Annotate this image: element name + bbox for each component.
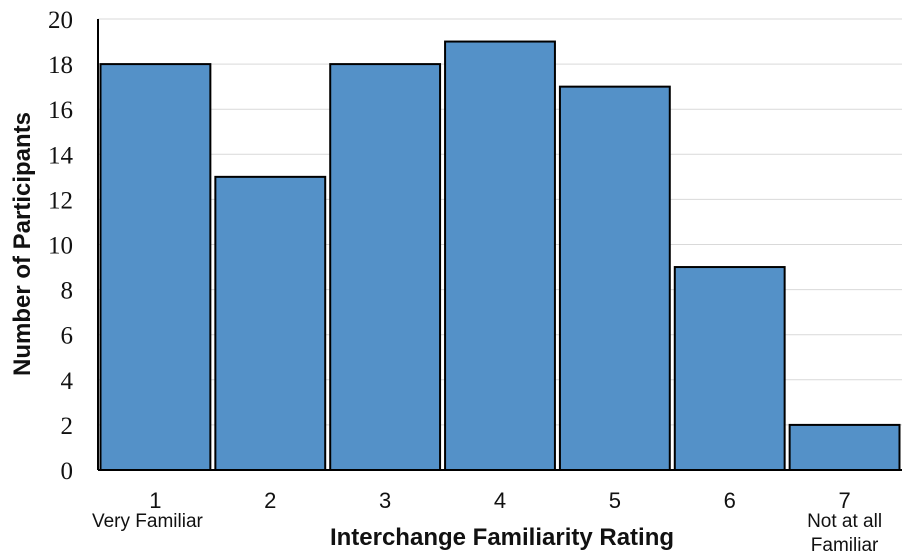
x-category-sublabel: Very Familiar [92,511,204,532]
y-tick-label: 2 [61,413,74,440]
y-tick-label: 0 [61,458,74,485]
bar [788,423,901,471]
x-tick-label: 6 [724,488,736,513]
bar [99,63,212,471]
x-tick-labels: 1 2 3 4 5 6 7 [149,488,850,513]
y-tick-label: 16 [48,97,73,124]
bar [444,40,556,472]
bar [214,175,327,471]
x-tick-label: 7 [838,488,850,513]
x-tick-label: 2 [264,488,276,513]
y-tick-label: 14 [48,142,74,169]
y-tick-label: 10 [48,233,73,260]
y-tick-label: 4 [61,368,74,395]
x-tick-label: 5 [609,488,621,513]
y-tick-label: 6 [61,323,74,350]
y-tick-label: 12 [48,187,73,214]
x-category-sublabels: Very Familiar Not at all Familiar [92,511,882,554]
y-tick-labels: 0 2 4 6 8 10 12 14 16 18 20 [48,7,74,485]
x-category-sublabel: Familiar [811,535,879,554]
x-category-sublabel: Not at all [807,511,882,532]
axes [97,19,902,471]
x-tick-label: 3 [379,488,391,513]
y-tick-label: 18 [48,52,73,79]
bars [99,40,901,472]
x-tick-label: 4 [494,488,506,513]
bar [558,85,671,472]
x-axis-title: Interchange Familiarity Rating [330,524,674,551]
y-tick-label: 20 [48,7,73,34]
y-axis-title: Number of Participants [9,112,36,376]
bar [673,266,786,471]
x-tick-label: 1 [149,488,161,513]
bar [329,63,442,471]
y-tick-label: 8 [61,278,74,305]
